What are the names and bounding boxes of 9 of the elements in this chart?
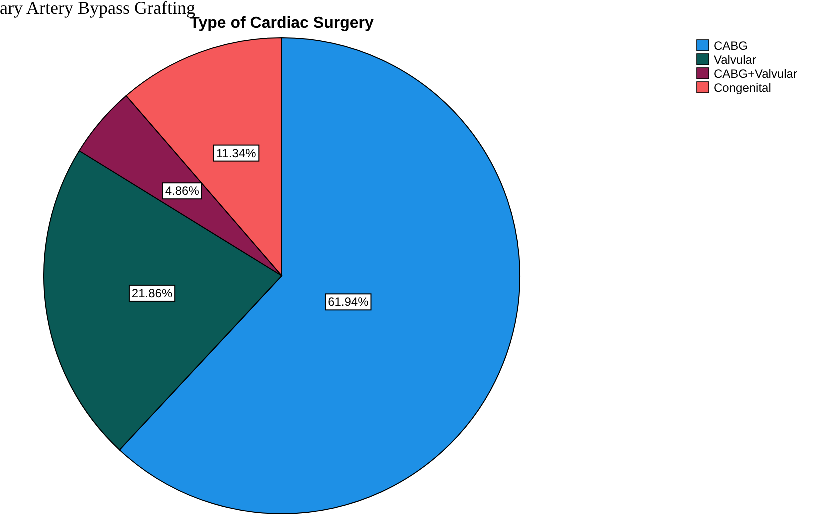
legend-label: CABG [714,39,748,53]
data-label: 21.86% [132,286,173,300]
legend-label: Congenital [714,81,772,95]
legend-label: CABG+Valvular [714,67,798,81]
data-label: 11.34% [216,146,257,160]
text: ary Artery Bypass Grafting [0,0,196,18]
data-label: 61.94% [328,295,370,310]
data-label: 4.86% [165,184,200,198]
legend-label: Valvular [714,53,756,67]
